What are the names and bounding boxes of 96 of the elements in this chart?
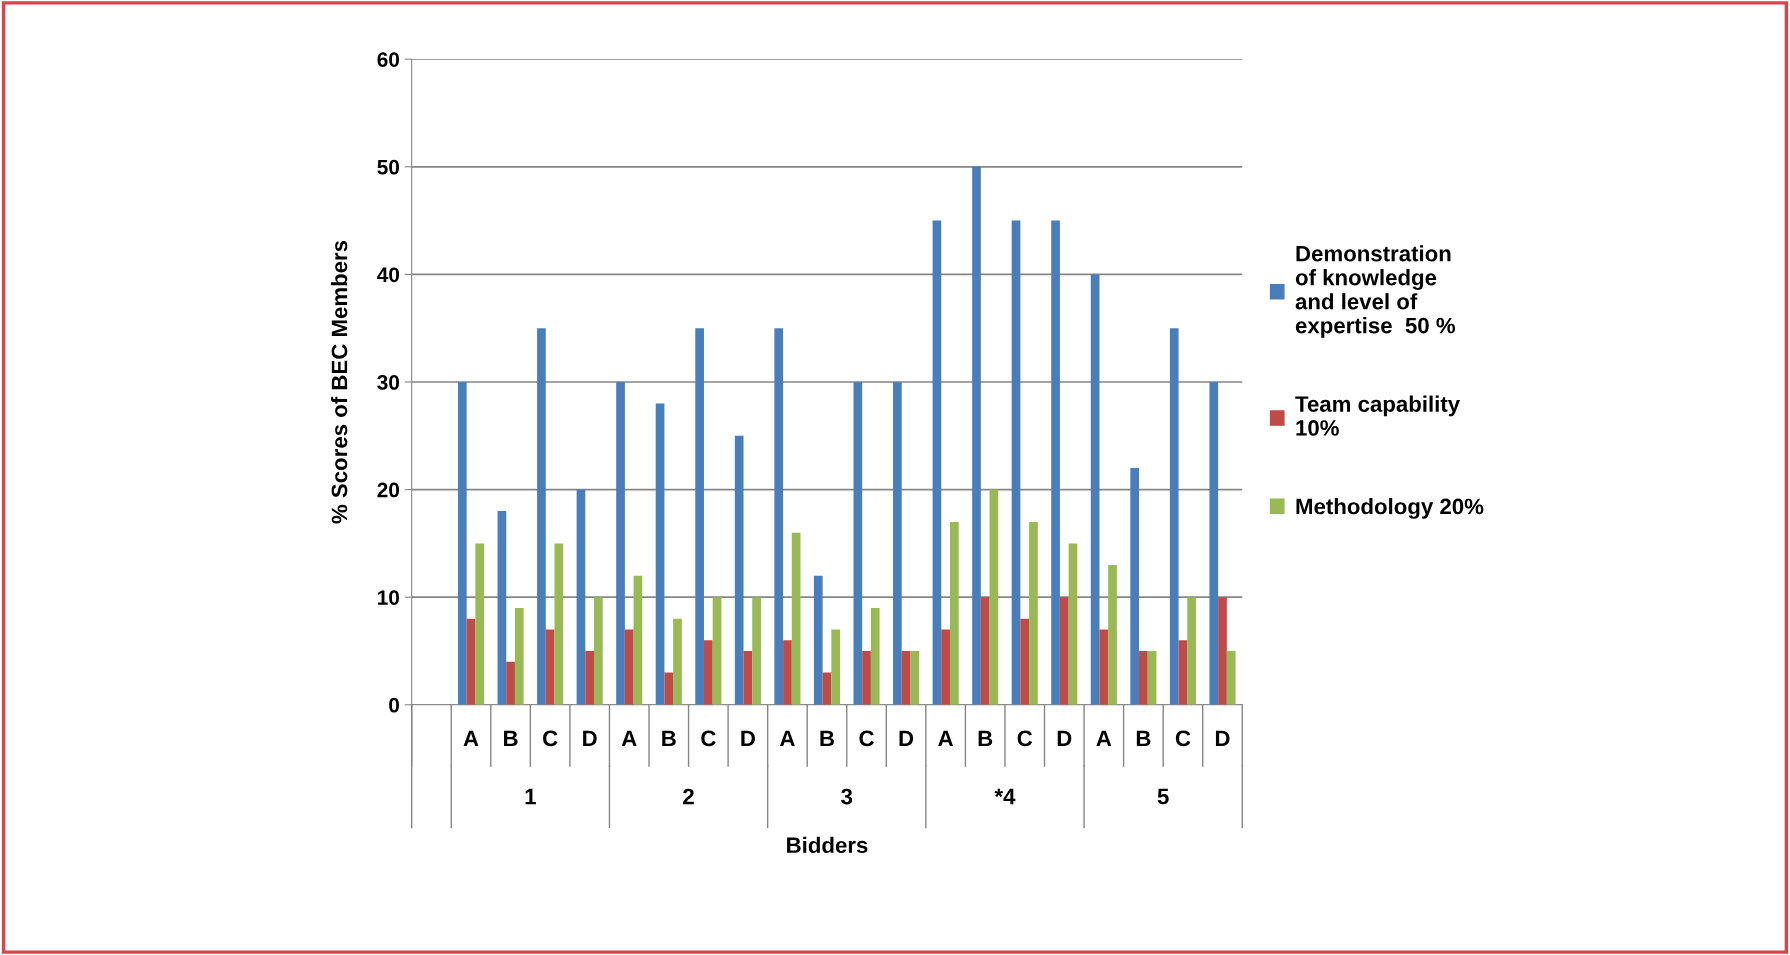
bar — [664, 672, 674, 705]
x-tick-label: B — [504, 730, 518, 747]
x-tick-label: A — [621, 730, 637, 747]
bar — [1059, 597, 1069, 705]
x-tick-label: D — [1057, 730, 1072, 747]
bar — [734, 435, 744, 705]
y-axis-title: % Scores of BEC Members — [331, 240, 348, 524]
bar — [1226, 650, 1236, 705]
y-tick-label: 60 — [377, 52, 400, 67]
x-tick-label: D — [741, 730, 755, 747]
bar — [514, 607, 524, 705]
bar — [633, 575, 643, 705]
bar — [783, 640, 792, 705]
bar — [1147, 650, 1157, 705]
bar — [1020, 618, 1030, 705]
y-tick-label: 30 — [377, 375, 400, 390]
bar — [941, 629, 950, 705]
x-tick-label: B — [820, 730, 834, 747]
bar — [545, 629, 555, 705]
y-tick-label: 20 — [377, 482, 400, 498]
bar — [862, 650, 871, 705]
x-tick-label: A — [1096, 730, 1112, 747]
bar — [949, 521, 959, 705]
bar — [870, 607, 880, 705]
y-tick-label: 0 — [389, 697, 400, 713]
bar — [1090, 274, 1100, 705]
bar — [831, 629, 841, 705]
bar — [576, 489, 586, 705]
bar — [980, 597, 990, 705]
bar — [910, 650, 920, 705]
bar — [893, 382, 902, 705]
bar — [813, 575, 823, 705]
x-tick-label: B — [1136, 730, 1151, 747]
bar — [673, 618, 682, 705]
bar — [1169, 328, 1179, 705]
bar — [695, 328, 704, 705]
bar — [1139, 650, 1148, 705]
bar — [853, 382, 863, 705]
x-tick-label: C — [701, 730, 716, 747]
x-tick-label: B — [662, 730, 676, 747]
bar — [1029, 521, 1038, 705]
x-tick-label: A — [779, 730, 795, 747]
x-tick-label: D — [583, 730, 597, 747]
bar — [1187, 597, 1196, 705]
x-tick-label: A — [463, 730, 479, 747]
text: 2 — [683, 788, 694, 805]
bar — [457, 382, 467, 705]
bar — [554, 543, 564, 705]
bar — [655, 403, 665, 705]
bar — [616, 382, 625, 705]
bar — [1130, 468, 1140, 705]
bar — [1051, 220, 1060, 705]
bar — [585, 650, 595, 705]
x-tick-label: C — [543, 730, 558, 747]
x-tick-label: D — [1215, 730, 1230, 747]
bar — [1178, 640, 1188, 705]
x-tick-label: C — [1017, 730, 1033, 747]
legend-label: Demonstration of knowledge and level of expertise 50 % — [1295, 245, 1456, 338]
bar — [703, 640, 713, 705]
bar — [506, 661, 515, 705]
bar — [537, 328, 546, 705]
y-tick-label: 40 — [377, 267, 400, 283]
bar — [712, 597, 722, 705]
bar — [791, 532, 801, 705]
bar — [1011, 220, 1021, 705]
x-tick-label: C — [859, 730, 874, 747]
legend-label: Team capability 10% — [1295, 395, 1460, 436]
bar — [1108, 564, 1117, 705]
x-tick-label: C — [1175, 730, 1191, 747]
legend-label: Methodology 20% — [1296, 498, 1484, 519]
bar — [594, 597, 603, 705]
bar — [497, 511, 507, 705]
text: 1 — [525, 788, 536, 805]
text: 5 — [1157, 788, 1169, 805]
bar — [752, 597, 761, 705]
bar — [774, 328, 784, 705]
bar — [972, 166, 981, 705]
bar — [1209, 382, 1219, 705]
bar — [1218, 597, 1227, 705]
bar — [989, 489, 999, 705]
x-tick-label: D — [899, 730, 914, 747]
y-tick-label: 50 — [377, 159, 400, 175]
bar — [466, 618, 476, 705]
bar — [624, 629, 634, 705]
bar — [743, 650, 753, 705]
text: 3 — [841, 788, 853, 805]
bar — [475, 543, 485, 705]
x-tick-label: A — [938, 730, 954, 747]
x-axis-title: Bidders — [787, 836, 868, 854]
text: *4 — [994, 788, 1016, 805]
bar — [1099, 629, 1109, 705]
bar — [932, 220, 942, 705]
y-tick-label: 10 — [378, 590, 400, 605]
bar — [901, 650, 911, 705]
bar — [1068, 543, 1078, 705]
x-tick-label: B — [978, 730, 993, 747]
